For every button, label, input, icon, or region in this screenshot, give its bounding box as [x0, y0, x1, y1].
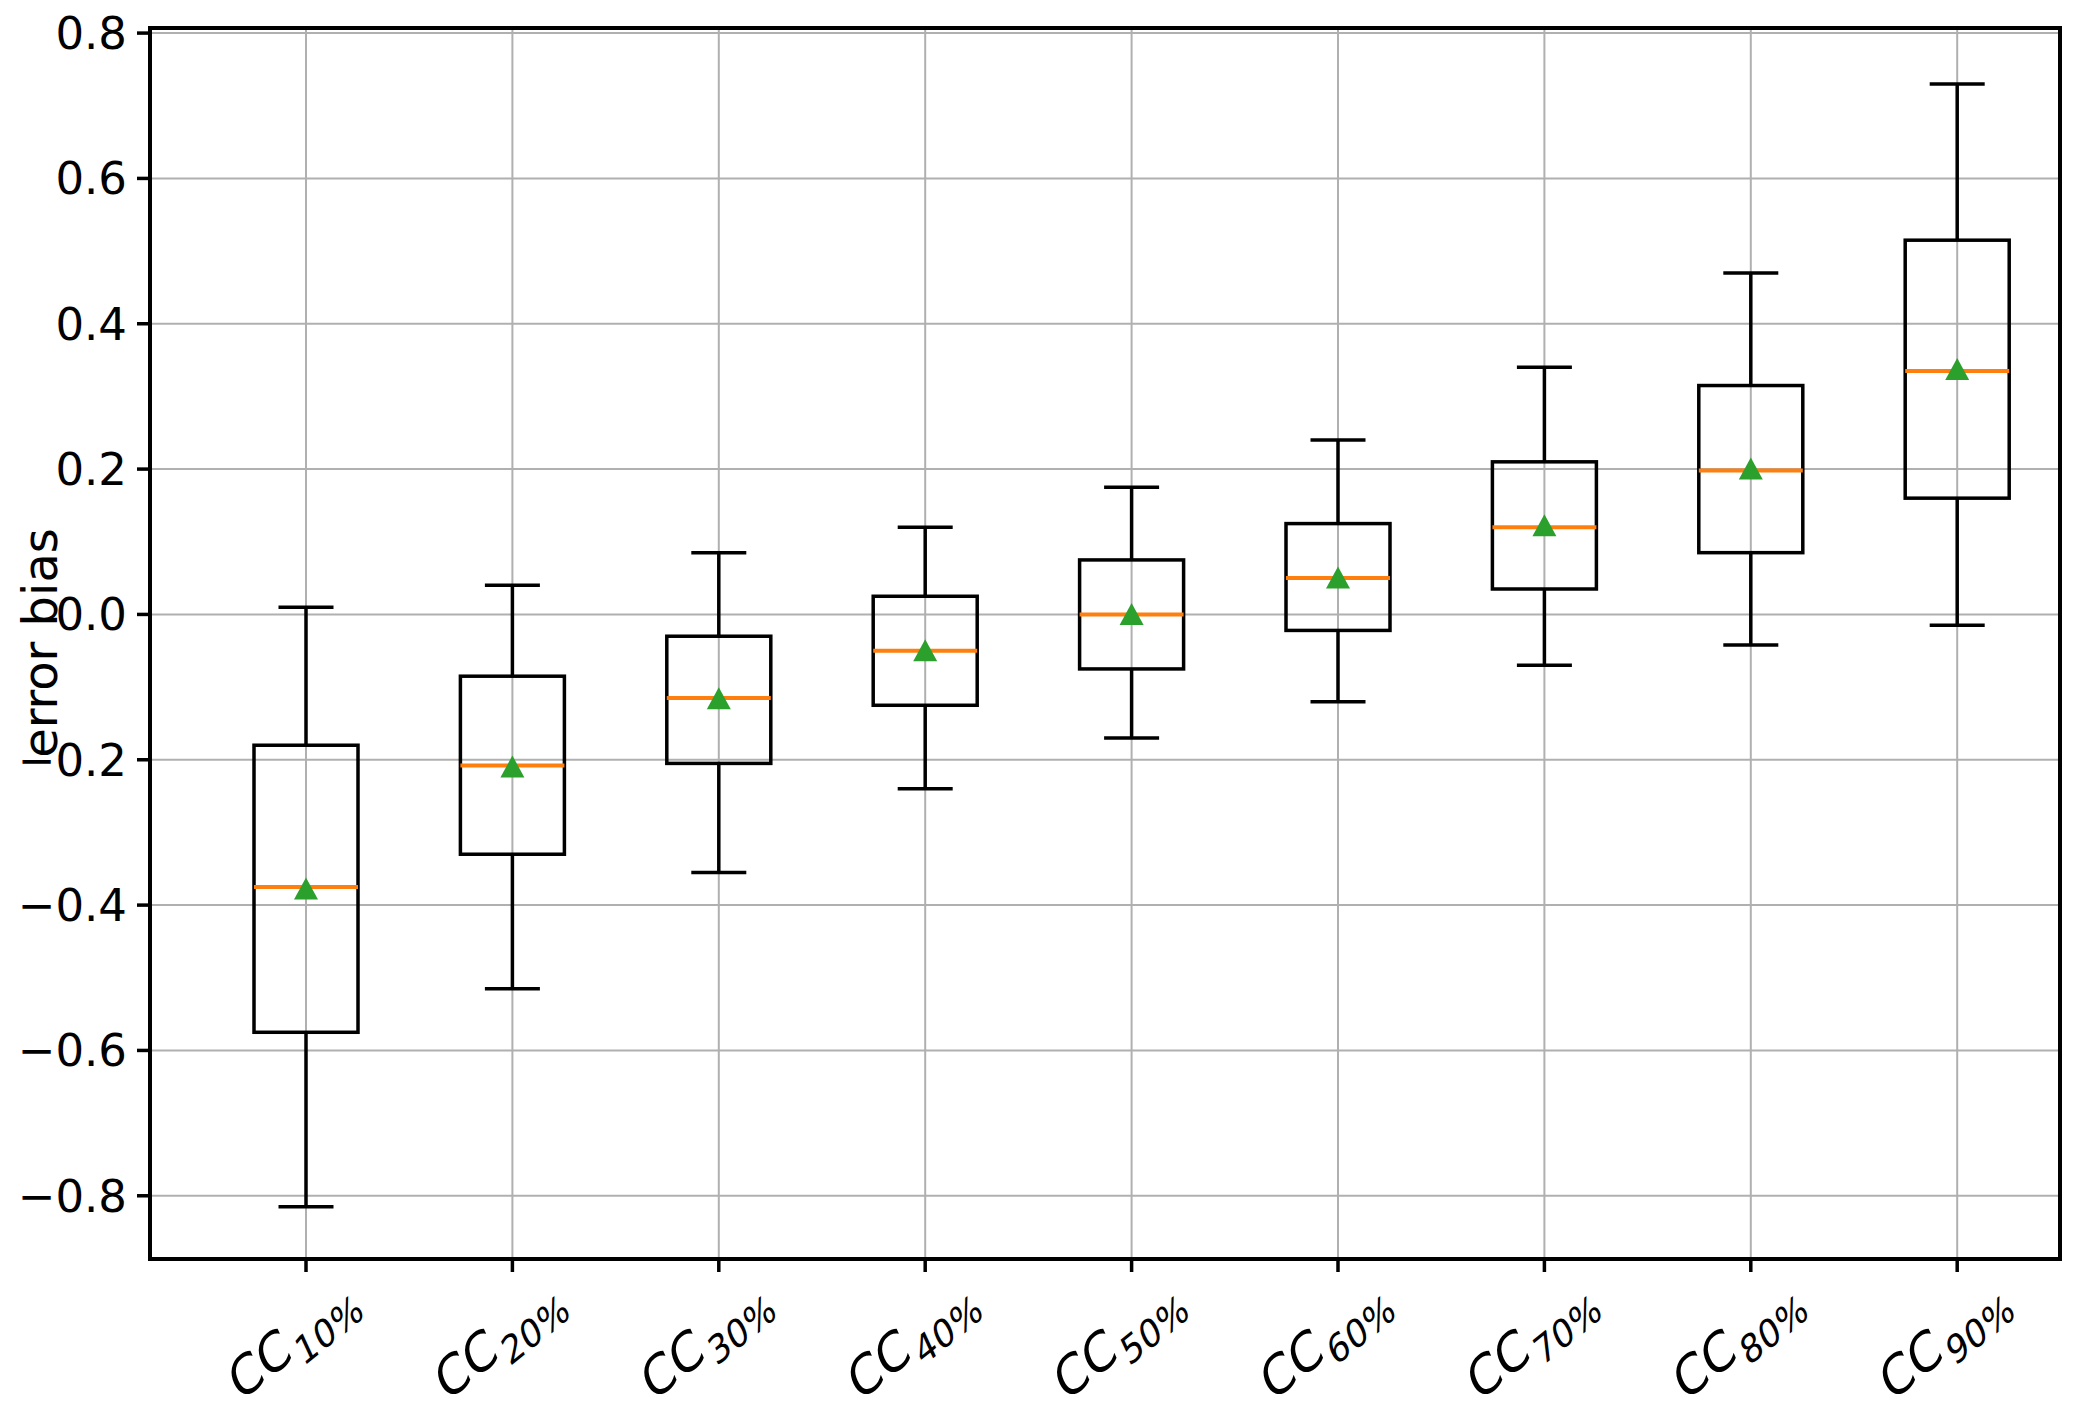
y-tick-label-6: −0.4	[18, 879, 127, 932]
y-tick-label-2: 0.4	[55, 298, 127, 351]
boxplot-figure: 0.80.60.40.20.0−0.2−0.4−0.6−0.8CC10%CC20…	[0, 0, 2081, 1424]
y-tick-label-0: 0.8	[55, 7, 127, 60]
figure-background	[0, 0, 2081, 1424]
y-tick-label-1: 0.6	[55, 152, 127, 205]
y-axis-label: error bias	[12, 528, 68, 758]
y-tick-label-3: 0.2	[55, 443, 127, 496]
y-tick-label-8: −0.8	[18, 1170, 127, 1223]
boxplot-svg: 0.80.60.40.20.0−0.2−0.4−0.6−0.8CC10%CC20…	[0, 0, 2081, 1424]
y-tick-label-7: −0.6	[18, 1024, 127, 1077]
